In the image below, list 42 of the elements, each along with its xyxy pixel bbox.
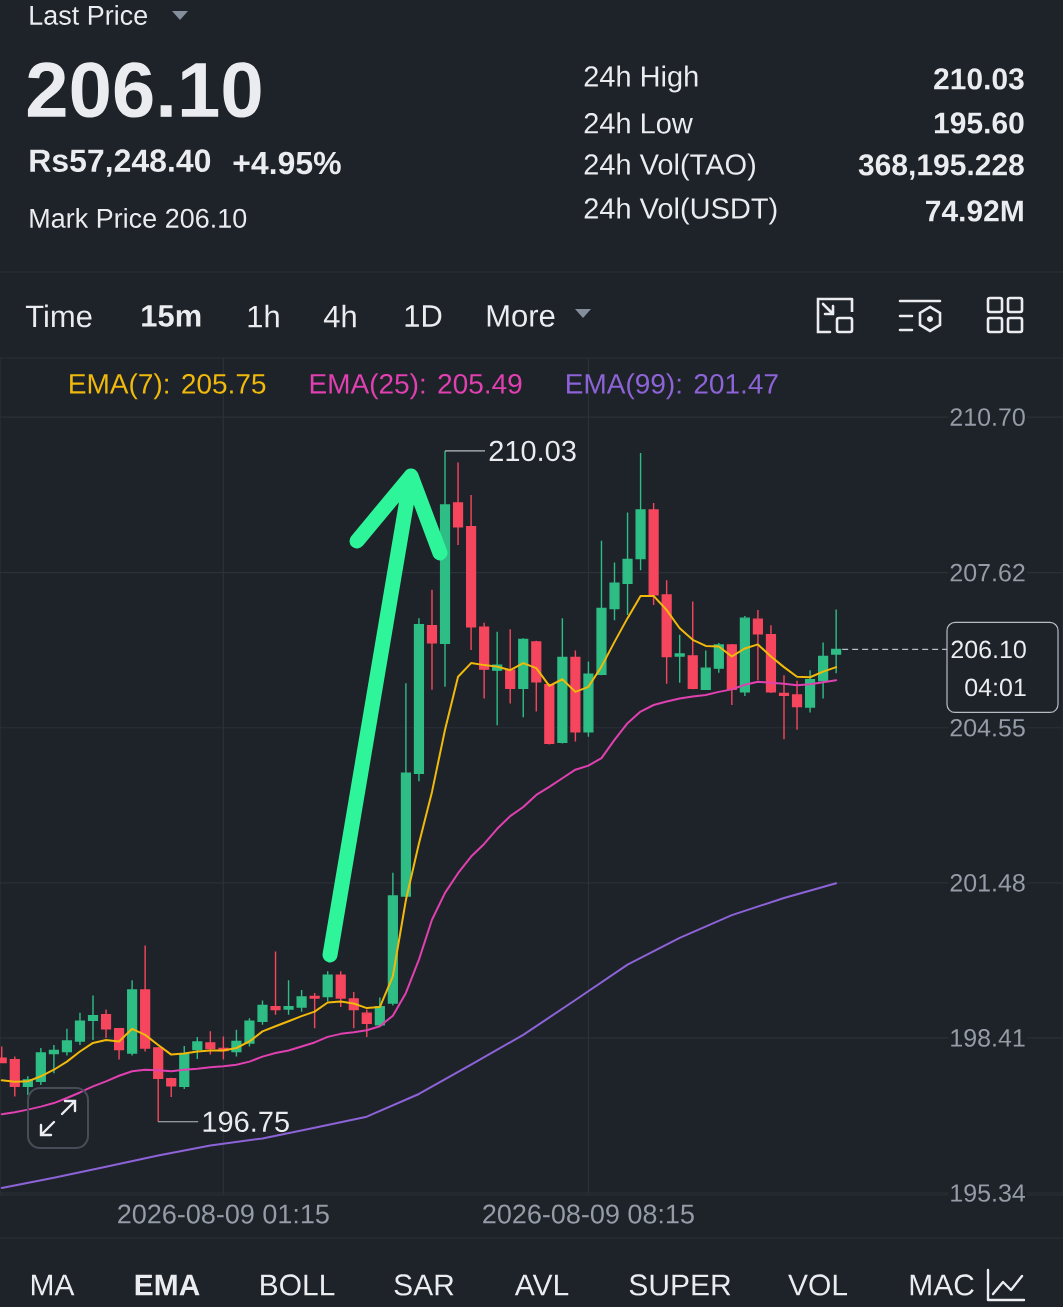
text: EMA(7): 205.75 bbox=[70, 373, 266, 400]
y-tick-label: 210.70 bbox=[950, 408, 1025, 426]
ref-line-label: 206.10 bbox=[951, 640, 1026, 659]
text: 24h Vol(TAO) bbox=[584, 153, 755, 181]
y-tick-label: 195.34 bbox=[951, 1184, 1026, 1202]
text: 4h bbox=[323, 304, 356, 328]
x-tick-label: 2026-08-09 08:15 bbox=[483, 1204, 694, 1224]
text: AVL bbox=[514, 1274, 569, 1296]
text: EMA(99): 201.47 bbox=[567, 373, 778, 400]
y-tick-label: 204.55 bbox=[950, 718, 1025, 737]
annotation: 04:01 bbox=[965, 678, 1026, 697]
text: More bbox=[487, 305, 555, 327]
text: 24h Vol(USDT) bbox=[584, 197, 777, 225]
text: 210.03 bbox=[934, 68, 1024, 90]
text: BOLL bbox=[261, 1274, 335, 1296]
y-tick-label: 201.48 bbox=[950, 873, 1025, 892]
text: 15m bbox=[142, 305, 201, 327]
text: Mark Price 206.10 bbox=[30, 208, 247, 228]
annotation: 210.03 bbox=[489, 440, 576, 462]
text: VOL bbox=[788, 1274, 848, 1296]
text: 368,195.228 bbox=[858, 154, 1024, 180]
text: SUPER bbox=[629, 1274, 731, 1296]
text: +4.95% bbox=[233, 151, 341, 175]
text: Rs57,248.40 bbox=[30, 149, 211, 177]
text: SAR bbox=[394, 1274, 454, 1296]
text: EMA bbox=[135, 1274, 200, 1296]
text: EMA(25): 205.49 bbox=[310, 373, 522, 400]
annotation: 196.75 bbox=[203, 1111, 289, 1133]
text: 74.92M bbox=[926, 200, 1023, 222]
y-tick-label: 198.41 bbox=[951, 1029, 1025, 1047]
x-tick-label: 2026-08-09 01:15 bbox=[118, 1204, 329, 1224]
text: MA bbox=[31, 1274, 75, 1296]
text: 1h bbox=[248, 304, 279, 328]
text: Time bbox=[25, 304, 92, 328]
text: 206.10 bbox=[27, 62, 261, 118]
text: MAC bbox=[910, 1274, 974, 1296]
y-tick-label: 207.62 bbox=[950, 563, 1025, 582]
text: 195.60 bbox=[934, 112, 1024, 134]
text: 24h Low bbox=[584, 112, 693, 134]
text: 1D bbox=[405, 305, 442, 327]
text: Last Price bbox=[30, 5, 148, 25]
text: 24h High bbox=[584, 65, 698, 93]
